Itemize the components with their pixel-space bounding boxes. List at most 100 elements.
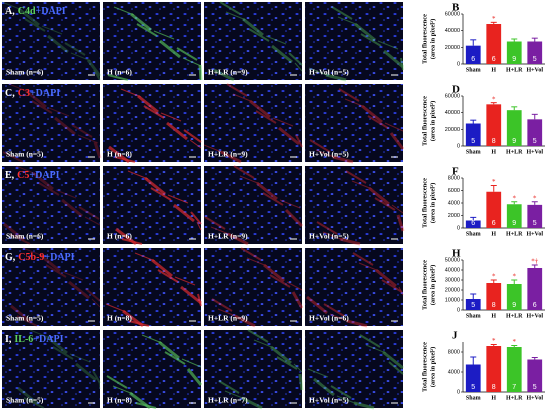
stain-signal xyxy=(2,83,102,163)
row-label: A, C4d+DAPI xyxy=(5,6,66,17)
x-tick-label: Sham xyxy=(466,395,481,401)
fiber xyxy=(115,227,137,246)
fiber xyxy=(141,334,163,344)
bar xyxy=(465,123,481,146)
fiber xyxy=(180,285,202,305)
y-axis-label: (area in pixel²) xyxy=(429,19,436,59)
fiber xyxy=(107,74,129,81)
fiber xyxy=(233,165,255,179)
fiber xyxy=(77,134,99,144)
panel-letter: E, xyxy=(5,170,15,181)
fiber xyxy=(323,303,345,317)
x-tick-label: H+LR xyxy=(506,395,523,401)
group-label: Sham (n=6) xyxy=(6,68,44,77)
bar xyxy=(506,347,522,392)
fiber xyxy=(143,105,165,119)
n-label: 5 xyxy=(471,302,475,309)
fiber xyxy=(382,350,404,370)
significance: * xyxy=(492,178,496,186)
fiber xyxy=(225,11,247,21)
y-tick-label: 0 xyxy=(457,389,460,395)
fiber xyxy=(329,313,351,323)
fiber xyxy=(377,40,399,50)
fiber xyxy=(210,226,232,236)
dapi-label: +DAPI xyxy=(44,252,74,263)
y-tick-label: 4000 xyxy=(448,200,460,206)
y-tick-label: 20000 xyxy=(445,127,460,133)
y-axis-label: (area in pixel²) xyxy=(429,265,436,305)
fiber xyxy=(247,329,269,343)
fiber xyxy=(176,47,198,61)
bar xyxy=(465,364,481,392)
fiber xyxy=(353,401,375,410)
y-tick-label: 4000 xyxy=(448,369,460,375)
group-label: H+LR (n=7) xyxy=(208,396,248,405)
n-label: 6 xyxy=(492,220,496,227)
fiber xyxy=(331,6,353,20)
fiber xyxy=(345,170,367,184)
stain-signal xyxy=(316,170,405,246)
n-label: 8 xyxy=(492,138,496,145)
fiber xyxy=(361,104,383,124)
significance: *† xyxy=(531,258,539,266)
fiber xyxy=(10,304,32,324)
fiber xyxy=(400,57,404,71)
fiber xyxy=(272,117,294,127)
dapi-label: +DAPI xyxy=(30,88,60,99)
fiber xyxy=(391,204,404,214)
fiber xyxy=(248,28,270,42)
stain-signal xyxy=(203,83,303,164)
fiber xyxy=(213,68,235,82)
fiber xyxy=(196,221,202,231)
panel-letter: J xyxy=(452,330,458,342)
micrograph xyxy=(305,84,403,162)
stain-signal xyxy=(115,170,202,246)
y-tick-label: 10000 xyxy=(445,297,460,303)
stain-name: C5 xyxy=(17,170,29,181)
fiber xyxy=(29,329,51,339)
fiber xyxy=(367,115,389,129)
fiber xyxy=(174,276,196,286)
fiber xyxy=(173,203,195,223)
fiber xyxy=(368,186,390,206)
bar xyxy=(465,299,481,310)
fiber xyxy=(129,391,151,410)
group-label: Sham (n=6) xyxy=(6,232,44,241)
fiber xyxy=(211,298,233,312)
fiber xyxy=(313,377,335,397)
y-axis-label: (area in pixel²) xyxy=(429,101,436,141)
fiber xyxy=(322,231,344,241)
micrograph xyxy=(103,84,201,162)
fiber xyxy=(52,346,74,360)
fiber xyxy=(197,293,202,307)
fiber xyxy=(134,252,156,262)
fiber xyxy=(23,397,45,409)
micrograph xyxy=(204,2,302,80)
bar xyxy=(506,41,522,64)
y-tick-label: 0 xyxy=(457,143,460,149)
stain-signal xyxy=(17,329,101,409)
y-axis-label: Total fluorescence xyxy=(421,260,428,310)
bar xyxy=(527,359,543,392)
fiber xyxy=(217,308,239,318)
n-label: 5 xyxy=(533,56,537,63)
fiber xyxy=(374,197,396,211)
n-label: 6 xyxy=(471,56,475,63)
fiber xyxy=(84,216,101,226)
bar xyxy=(506,284,522,310)
bar xyxy=(486,104,502,146)
fiber xyxy=(219,1,241,15)
y-axis-label: (area in pixel²) xyxy=(429,183,436,223)
fiber xyxy=(346,319,368,328)
y-axis-label: Total fluorescence xyxy=(421,96,428,146)
fiber xyxy=(182,57,202,67)
fiber xyxy=(64,42,86,56)
stain-signal xyxy=(309,88,405,164)
y-tick-label: 60000 xyxy=(445,11,460,17)
fiber xyxy=(120,88,142,98)
x-tick-label: H+LR xyxy=(506,67,523,73)
micrograph xyxy=(103,2,201,80)
significance: * xyxy=(492,337,496,345)
panel-letter: C, xyxy=(5,88,15,99)
